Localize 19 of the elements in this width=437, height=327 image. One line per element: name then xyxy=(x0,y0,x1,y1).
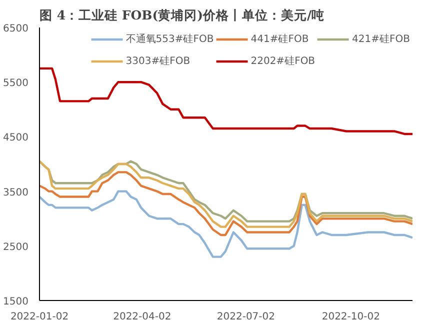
line-series xyxy=(40,67,412,136)
legend-label: 441#硅FOB xyxy=(250,32,309,46)
legend-label: 421#硅FOB xyxy=(352,32,410,46)
line-series xyxy=(40,171,412,236)
y-tick-label: 2500 xyxy=(3,242,29,253)
y-tick-label: 3500 xyxy=(3,187,29,198)
y-tick-label: 4500 xyxy=(3,132,29,144)
line-series xyxy=(40,190,412,258)
y-tick-label: 1500 xyxy=(3,296,29,308)
x-tick-label: 2022-10-02 xyxy=(322,312,380,322)
y-tick-label: 5500 xyxy=(3,78,29,90)
chart-title: 图 4：工业硅 FOB(黄埔冈)价格丨单位：美元/吨 xyxy=(40,8,325,22)
legend-label: 3303#硅FOB xyxy=(126,54,190,68)
x-tick-label: 2022-01-02 xyxy=(10,312,69,322)
y-tick-label: 6500 xyxy=(3,24,29,34)
x-tick-label: 2022-07-02 xyxy=(216,312,276,322)
legend-label: 不通氧553#硅FOB xyxy=(126,32,214,46)
legend-label: 2202#硅FOB xyxy=(250,54,316,68)
x-tick-label: 2022-04-02 xyxy=(113,312,172,322)
